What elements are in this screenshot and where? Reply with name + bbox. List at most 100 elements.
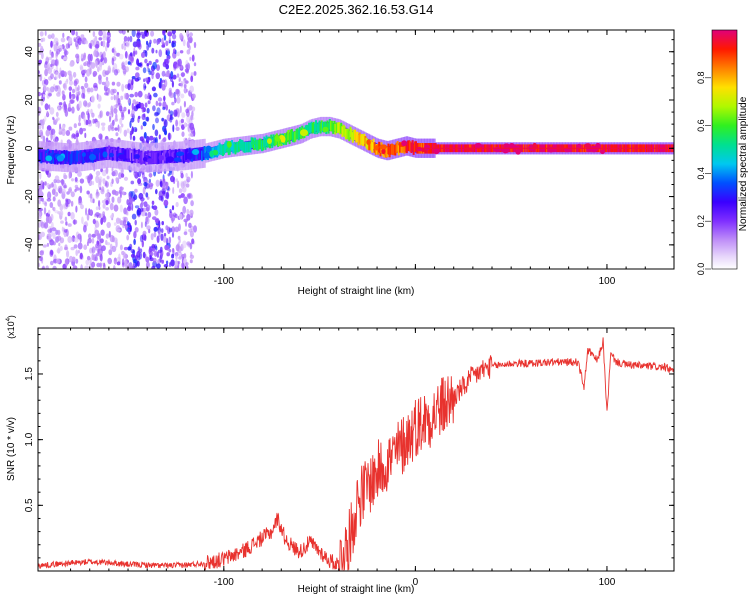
heatmap-cell <box>129 225 132 232</box>
heatmap-cell <box>60 37 66 43</box>
heatmap-cell <box>202 149 205 160</box>
heatmap-cell <box>130 249 135 254</box>
heatmap-cell <box>49 107 55 115</box>
chart-title: C2E2.2025.362.16.53.G14 <box>279 2 434 17</box>
heatmap-cell <box>172 74 177 80</box>
heatmap-cell <box>262 139 265 151</box>
heatmap-cell <box>79 150 82 161</box>
heatmap-cell <box>152 257 157 263</box>
colorbar-gradient <box>712 30 737 269</box>
heatmap-cell <box>233 141 236 153</box>
heatmap-cell <box>130 150 132 161</box>
heatmap-cell <box>258 138 261 150</box>
heatmap-cell <box>155 117 159 124</box>
heatmap-cell <box>48 93 52 97</box>
heatmap-cell <box>56 258 60 264</box>
heatmap-cell <box>166 260 169 265</box>
heatmap-cell <box>119 204 123 213</box>
heatmap-cell <box>392 144 394 155</box>
heatmap-cell <box>395 142 398 154</box>
heatmap-cell <box>181 151 184 163</box>
heatmap-cell <box>185 172 188 178</box>
heatmap-cell <box>184 121 187 128</box>
heatmap-cell <box>121 43 124 50</box>
heatmap-cell <box>131 103 134 111</box>
heatmap-cell <box>63 232 67 238</box>
heatmap-cell <box>38 188 43 196</box>
heatmap-cell <box>47 191 52 200</box>
heatmap-cell <box>324 121 327 132</box>
heatmap-cell <box>101 262 104 266</box>
heatmap-cell <box>296 128 299 139</box>
heatmap-cell <box>75 31 78 37</box>
heatmap-cell <box>111 108 114 114</box>
heatmap-cell <box>361 134 363 145</box>
heatmap-cell <box>171 101 175 106</box>
heatmap-cell <box>183 100 186 108</box>
heatmap-cell <box>168 227 173 233</box>
heatmap-cell <box>51 33 55 39</box>
heatmap-cell <box>386 146 389 158</box>
heatmap-cell <box>64 153 67 164</box>
heatmap-cell <box>407 140 409 152</box>
heatmap-cell <box>179 105 182 114</box>
heatmap-cell <box>379 144 388 150</box>
heatmap-cell <box>77 249 80 254</box>
heatmap-cell <box>171 232 175 238</box>
heatmap-cell <box>238 143 244 149</box>
heatmap-cell <box>161 259 165 264</box>
heatmap-cell <box>321 121 324 133</box>
heatmap-cell <box>91 237 95 244</box>
heatmap-cell <box>95 243 99 249</box>
heatmap-cell <box>73 80 78 87</box>
heatmap-cell <box>83 114 86 122</box>
heatmap-cell <box>132 41 138 48</box>
heatmap-cell <box>49 227 53 233</box>
heatmap-cell <box>121 148 124 159</box>
heatmap-cell <box>50 53 55 59</box>
heatmap-cell <box>163 149 166 161</box>
spectrogram-y-tick-label: -20 <box>24 189 35 204</box>
heatmap-cell <box>118 30 124 34</box>
heatmap-cell <box>99 238 104 244</box>
heatmap-cell <box>344 128 347 140</box>
heatmap-cell <box>155 152 158 163</box>
heatmap-cell <box>47 34 52 39</box>
heatmap-cell <box>103 33 108 38</box>
heatmap-cell <box>73 219 76 225</box>
heatmap-cell <box>357 134 360 146</box>
heatmap-cell <box>79 185 83 194</box>
heatmap-cell <box>166 156 174 163</box>
heatmap-cell <box>143 182 148 187</box>
heatmap-cell <box>141 34 146 39</box>
heatmap-cell <box>185 183 190 188</box>
heatmap-cell <box>246 141 248 153</box>
heatmap-cell <box>43 83 47 91</box>
heatmap-cell <box>66 250 70 258</box>
heatmap-cell <box>242 141 245 153</box>
heatmap-cell <box>97 248 100 254</box>
heatmap-cell <box>77 91 81 96</box>
heatmap-cell <box>44 30 47 36</box>
heatmap-cell <box>148 173 153 178</box>
heatmap-cell <box>171 80 174 88</box>
heatmap-cell <box>305 124 308 136</box>
heatmap-cell <box>96 149 99 161</box>
heatmap-cell <box>188 228 193 233</box>
heatmap-cell <box>131 152 134 164</box>
heatmap-cell <box>68 102 71 111</box>
heatmap-cell <box>72 152 75 164</box>
heatmap-cell <box>89 193 93 199</box>
spectrogram-x-tick-label: -100 <box>214 276 234 287</box>
heatmap-cell <box>105 45 108 52</box>
heatmap-cell <box>108 145 111 157</box>
heatmap-cell <box>193 225 197 233</box>
heatmap-cell <box>120 109 125 114</box>
heatmap-cell <box>127 109 131 115</box>
heatmap-cell <box>171 42 176 48</box>
heatmap-cell <box>182 152 185 164</box>
heatmap-cell <box>180 172 184 179</box>
heatmap-cell <box>189 37 193 44</box>
heatmap-cell <box>146 63 149 67</box>
heatmap-cell <box>177 235 181 240</box>
